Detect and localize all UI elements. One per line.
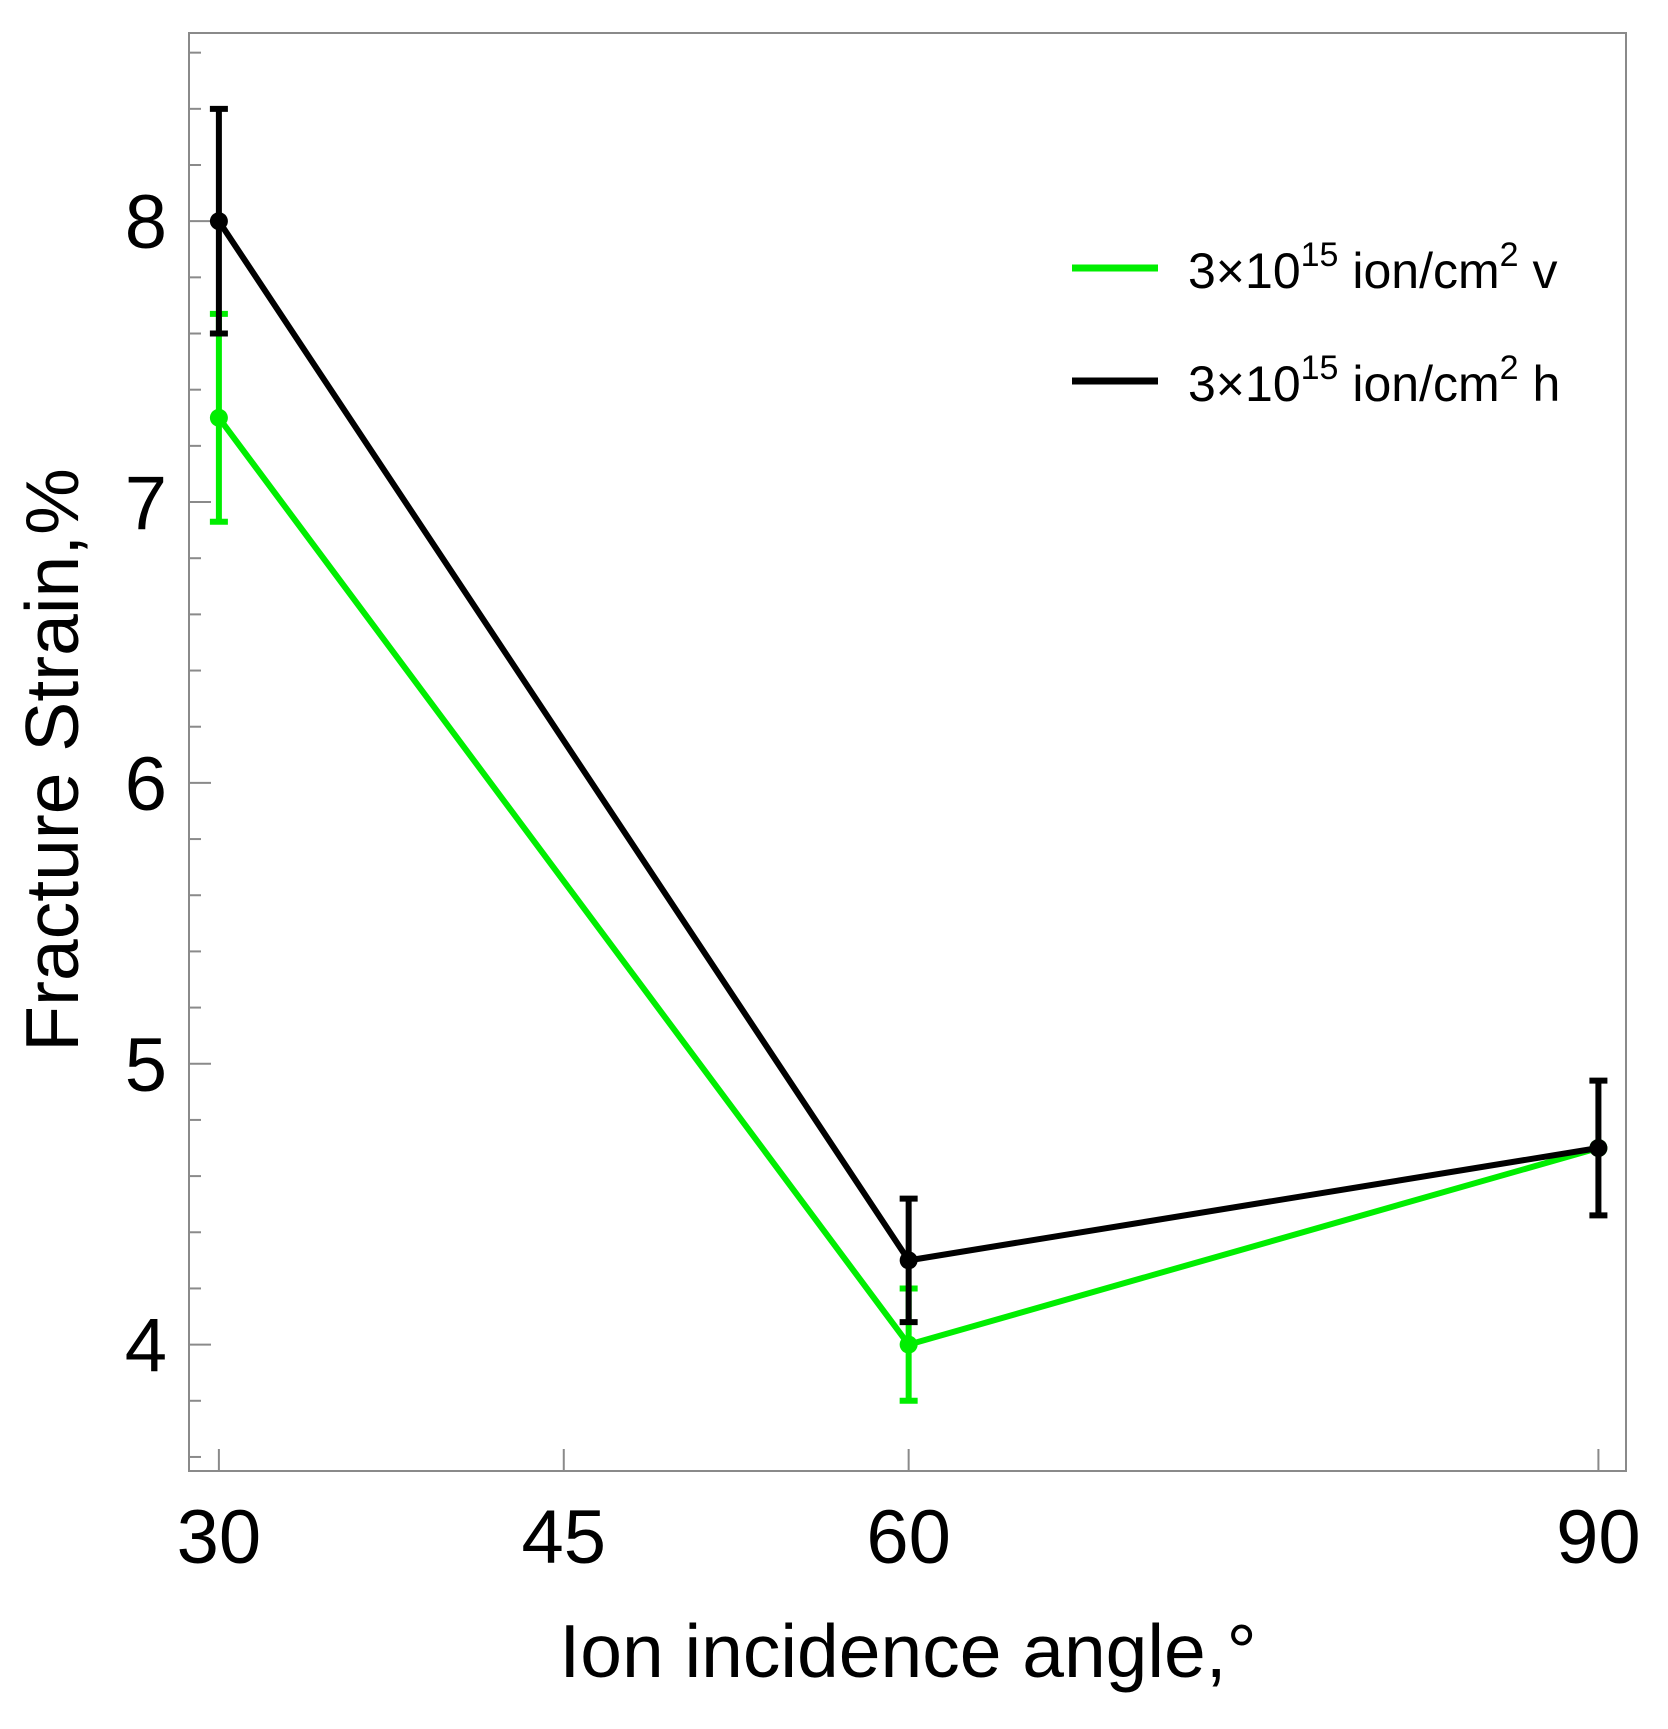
x-tick-label: 30 — [177, 1495, 262, 1580]
legend: 3×1015 ion/cm2 v 3×1015 ion/cm2 h — [1072, 236, 1560, 412]
y-tick-label: 4 — [125, 1304, 167, 1389]
series-h — [209, 105, 1608, 1326]
y-tick-label: 6 — [125, 742, 167, 827]
data-point — [1589, 1139, 1608, 1158]
data-point — [209, 408, 228, 427]
y-tick-label: 5 — [125, 1023, 167, 1108]
data-point — [899, 1335, 918, 1354]
data-point — [899, 1251, 918, 1270]
axis-labels: Ion incidence angle,° Fracture Strain,% — [10, 468, 1257, 1693]
legend-label: 3×1015 ion/cm2 h — [1188, 349, 1560, 412]
series-layer — [209, 105, 1608, 1404]
x-tick-label: 60 — [866, 1495, 951, 1580]
data-point — [209, 212, 228, 231]
x-tick-label: 90 — [1556, 1495, 1641, 1580]
plot-frame — [188, 32, 1627, 1472]
x-axis-label: Ion incidence angle,° — [559, 1609, 1256, 1693]
y-tick-label: 7 — [125, 461, 167, 546]
y-axis-label: Fracture Strain,% — [10, 468, 94, 1052]
legend-label: 3×1015 ion/cm2 v — [1188, 236, 1557, 299]
y-tick-label: 8 — [125, 180, 167, 265]
x-tick-label: 45 — [521, 1495, 606, 1580]
